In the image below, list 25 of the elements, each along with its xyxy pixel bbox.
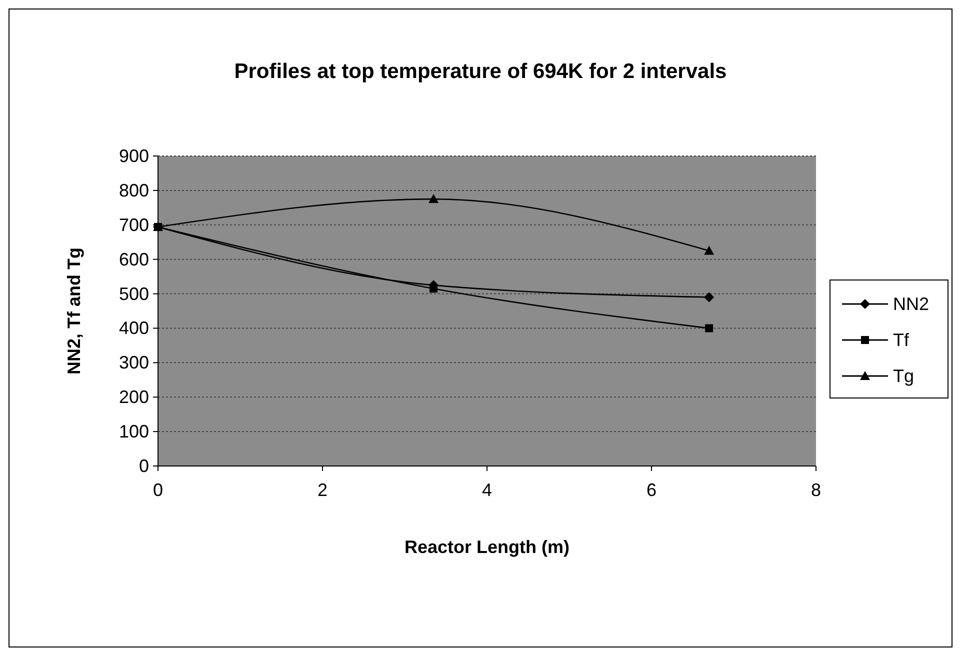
y-tick-label: 100 [118, 422, 149, 442]
point [428, 194, 439, 204]
legend-label: NN2 [893, 294, 930, 314]
y-axis-title: NN2, Tf and Tg [64, 248, 84, 374]
y-tick-label: 200 [118, 387, 149, 408]
chart-title: Profiles at top temperature of 694K for 2 intervals [234, 60, 727, 83]
x-tick-label: 8 [810, 480, 822, 500]
y-tick-label: 0 [138, 456, 149, 476]
y-tick-label: 800 [118, 180, 149, 200]
y-tick-label: 300 [118, 352, 149, 373]
y-tick-label: 500 [118, 284, 149, 304]
x-tick-label: 6 [646, 480, 657, 500]
x-tick-label: 0 [152, 480, 164, 500]
y-tick-label: 400 [118, 318, 149, 338]
y-tick-label: 700 [118, 214, 149, 235]
y-tick-label: 900 [118, 146, 149, 166]
legend-label: Tg [893, 366, 914, 386]
legend-label: Tf [893, 330, 910, 350]
x-tick-label: 2 [317, 480, 328, 500]
x-axis-title: Reactor Length (m) [404, 537, 570, 557]
x-tick-label: 4 [482, 480, 492, 500]
point [704, 246, 714, 255]
point [704, 292, 714, 302]
y-tick-label: 600 [118, 249, 149, 270]
point [705, 324, 714, 332]
